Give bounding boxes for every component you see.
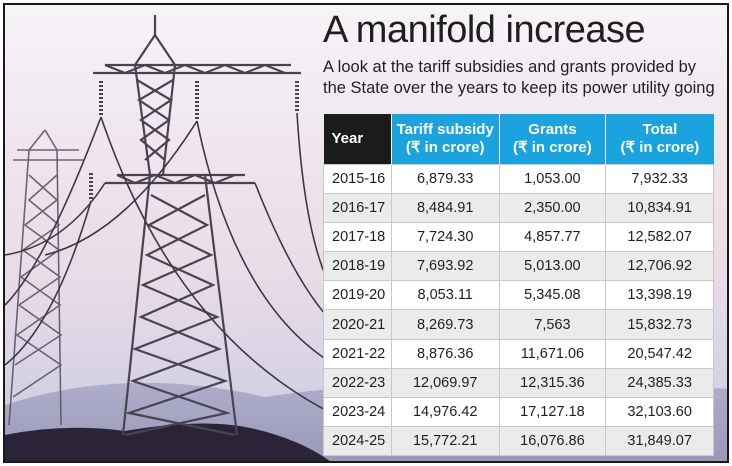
cell-year: 2017-18 — [323, 221, 392, 253]
cell-tariff-subsidy: 8,053.11 — [390, 280, 500, 311]
cell-total: 12,582.07 — [605, 221, 714, 253]
header-grants-unit: (₹ in crore) — [513, 138, 592, 156]
cell-grants: 7,563 — [498, 309, 607, 340]
cell-year: 2018-19 — [323, 251, 392, 282]
cell-grants: 2,350.00 — [498, 192, 607, 223]
table-row: 2015-16 6,879.33 1,053.00 7,932.33 — [323, 163, 714, 194]
header-grants-label: Grants — [528, 120, 577, 138]
header-tariff-subsidy-unit: (₹ in crore) — [405, 138, 485, 156]
table-row: 2019-20 8,053.11 5,345.08 13,398.19 — [323, 280, 714, 311]
table-row: 2024-25 15,772.21 16,076.86 31,849.07 — [323, 426, 714, 457]
cell-tariff-subsidy: 8,269.73 — [390, 309, 500, 340]
header-tariff-subsidy-label: Tariff subsidy — [396, 120, 494, 138]
cell-grants: 1,053.00 — [498, 163, 607, 194]
cell-total: 10,834.91 — [605, 192, 714, 223]
cell-tariff-subsidy: 8,876.36 — [390, 338, 500, 369]
cell-grants: 4,857.77 — [498, 221, 607, 253]
header-grants: Grants (₹ in crore) — [499, 114, 607, 164]
header-year: Year — [323, 114, 392, 164]
cell-total: 24,385.33 — [605, 367, 714, 399]
chart-subtitle: A look at the tariff subsidies and grant… — [323, 58, 715, 97]
cell-total: 31,849.07 — [605, 426, 714, 457]
cell-tariff-subsidy: 6,879.33 — [390, 163, 500, 194]
cell-year: 2021-22 — [323, 338, 392, 369]
header-total-unit: (₹ in crore) — [620, 138, 700, 156]
cell-total: 12,706.92 — [605, 251, 714, 282]
cell-grants: 17,127.18 — [498, 396, 607, 428]
cell-tariff-subsidy: 7,724.30 — [390, 221, 500, 253]
table-row: 2020-21 8,269.73 7,563 15,832.73 — [323, 309, 714, 340]
header-total: Total (₹ in crore) — [605, 114, 714, 164]
cell-year: 2024-25 — [323, 426, 392, 457]
table-row: 2022-23 12,069.97 12,315.36 24,385.33 — [323, 367, 714, 399]
chart-title: A manifold increase — [323, 9, 646, 51]
cell-year: 2020-21 — [323, 309, 392, 340]
infographic-frame: A manifold increase A look at the tariff… — [3, 3, 729, 463]
table-row: 2017-18 7,724.30 4,857.77 12,582.07 — [323, 221, 714, 253]
cell-grants: 16,076.86 — [498, 426, 607, 457]
cell-year: 2022-23 — [323, 367, 392, 399]
cell-tariff-subsidy: 12,069.97 — [390, 367, 500, 399]
table-row: 2018-19 7,693.92 5,013.00 12,706.92 — [323, 251, 714, 282]
table-row: 2021-22 8,876.36 11,671.06 20,547.42 — [323, 338, 714, 369]
table-row: 2023-24 14,976.42 17,127.18 32,103.60 — [323, 396, 714, 428]
cell-total: 15,832.73 — [605, 309, 714, 340]
cell-tariff-subsidy: 7,693.92 — [390, 251, 500, 282]
header-tariff-subsidy: Tariff subsidy (₹ in crore) — [391, 114, 500, 164]
cell-total: 13,398.19 — [605, 280, 714, 311]
cell-year: 2016-17 — [323, 192, 392, 223]
cell-tariff-subsidy: 8,484.91 — [390, 192, 500, 223]
subsidy-table: Year Tariff subsidy (₹ in crore) Grants … — [323, 114, 714, 457]
cell-grants: 11,671.06 — [498, 338, 607, 369]
cell-year: 2023-24 — [323, 396, 392, 428]
cell-tariff-subsidy: 14,976.42 — [390, 396, 500, 428]
cell-tariff-subsidy: 15,772.21 — [390, 426, 500, 457]
cell-total: 7,932.33 — [605, 163, 714, 194]
table-header-row: Year Tariff subsidy (₹ in crore) Grants … — [323, 114, 714, 164]
cell-grants: 12,315.36 — [498, 367, 607, 399]
cell-grants: 5,345.08 — [498, 280, 607, 311]
header-total-label: Total — [642, 120, 678, 138]
cell-year: 2015-16 — [323, 163, 392, 194]
table-row: 2016-17 8,484.91 2,350.00 10,834.91 — [323, 192, 714, 223]
cell-year: 2019-20 — [323, 280, 392, 311]
cell-total: 20,547.42 — [605, 338, 714, 369]
cell-total: 32,103.60 — [605, 396, 714, 428]
cell-grants: 5,013.00 — [498, 251, 607, 282]
